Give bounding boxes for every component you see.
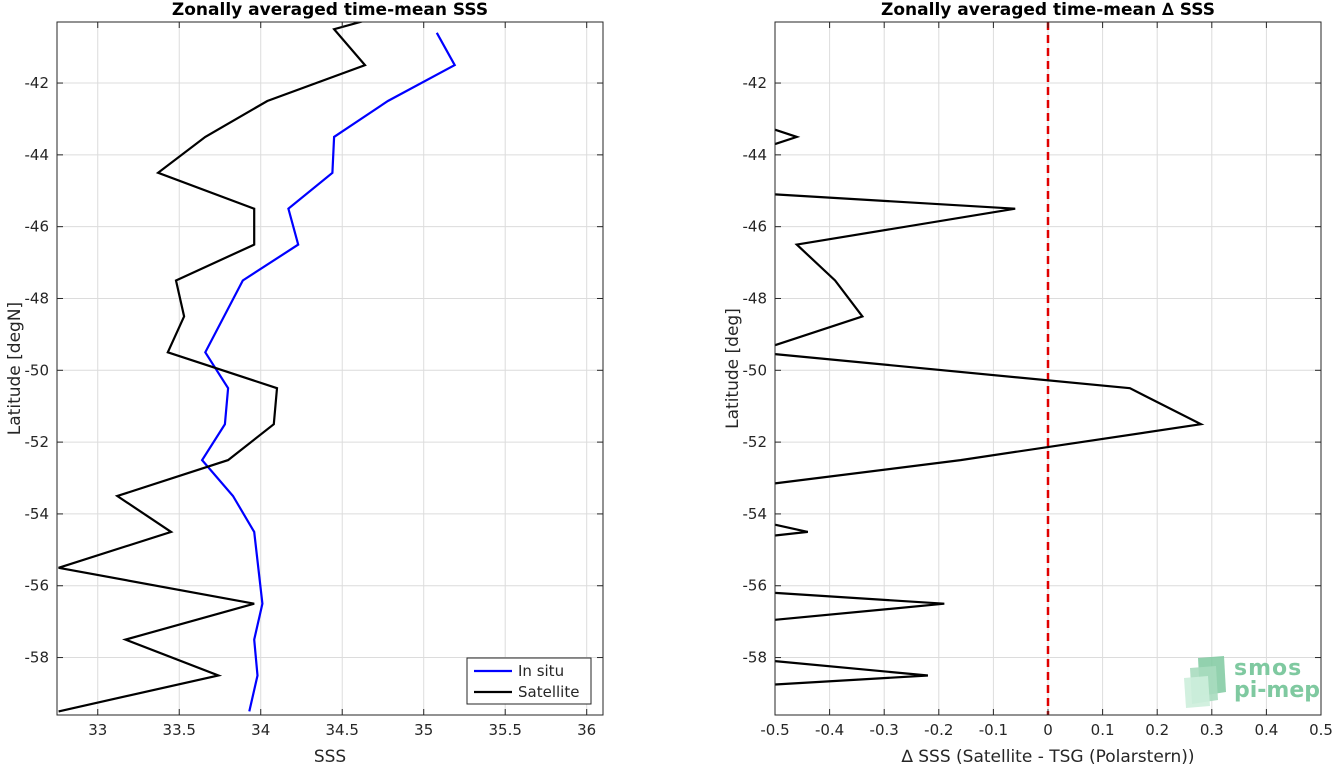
panel2-series-segment-3 bbox=[774, 353, 1205, 485]
panel2-series-segment-6 bbox=[774, 660, 929, 686]
panel2-series-segment-1 bbox=[774, 128, 801, 146]
panel2-series-segment-4 bbox=[774, 523, 809, 537]
panel2-ytick-label: -56 bbox=[743, 577, 768, 595]
panel1-xtick-label: 33.5 bbox=[163, 721, 196, 739]
panel2-ytick-label: -46 bbox=[743, 218, 768, 236]
panel1-ytick-label: -42 bbox=[25, 74, 50, 92]
panel1-series-satellite bbox=[58, 10, 400, 713]
panel1-xtick-label: 36 bbox=[577, 721, 596, 739]
panel1-title: Zonally averaged time-mean SSS bbox=[172, 0, 488, 20]
panel2-series-segment-2 bbox=[774, 193, 1016, 347]
panel2-xtick-label: -0.3 bbox=[870, 721, 899, 739]
panel1-ytick-label: -58 bbox=[25, 649, 50, 667]
panel2-ytick-label: -54 bbox=[743, 505, 768, 523]
panel2-xtick-label: 0.3 bbox=[1200, 721, 1224, 739]
panel1-ytick-label: -48 bbox=[25, 289, 50, 307]
panel2-xlabel: ∆ SSS (Satellite - TSG (Polarstern)) bbox=[900, 747, 1194, 765]
panel1-series-in-situ bbox=[200, 32, 457, 712]
panel2-series-segment-5 bbox=[774, 591, 945, 621]
panel1-xtick-label: 35 bbox=[414, 721, 433, 739]
panel2-ytick-label: -58 bbox=[743, 649, 768, 667]
panel1-xtick-label: 34 bbox=[251, 721, 270, 739]
panel1-ytick-label: -46 bbox=[25, 218, 50, 236]
panel1-xlabel: SSS bbox=[314, 747, 346, 765]
panel1-top-mask bbox=[56, 0, 604, 22]
panel2-xtick-label: 0.2 bbox=[1145, 721, 1169, 739]
panel2-xtick-label: -0.4 bbox=[815, 721, 844, 739]
panel1-ytick-label: -54 bbox=[25, 505, 50, 523]
panel1-ytick-label: -56 bbox=[25, 577, 50, 595]
panel2-xtick-label: -0.5 bbox=[760, 721, 789, 739]
panel2-ytick-label: -48 bbox=[743, 289, 768, 307]
panel1-xtick-label: 33 bbox=[88, 721, 107, 739]
panel1-legend-box bbox=[466, 657, 592, 705]
panel1-legend-label: In situ bbox=[518, 662, 564, 680]
panel1-ytick-label: -52 bbox=[25, 433, 50, 451]
panel2-xtick-label: -0.1 bbox=[979, 721, 1008, 739]
panel2-xtick-label: 0.1 bbox=[1091, 721, 1115, 739]
panel1-ylabel: Latitude [degN] bbox=[5, 302, 25, 435]
panel2-ytick-label: -42 bbox=[743, 74, 768, 92]
panel2-xtick-label: -0.2 bbox=[924, 721, 953, 739]
panel2-xtick-label: 0 bbox=[1043, 721, 1053, 739]
panel2-top-mask bbox=[774, 0, 1322, 22]
panel2-ytick-label: -44 bbox=[743, 146, 768, 164]
panel2-title: Zonally averaged time-mean ∆ SSS bbox=[881, 0, 1215, 20]
logo-line2: pi-mep bbox=[1234, 678, 1321, 703]
panel2-xtick-label: 0.4 bbox=[1254, 721, 1278, 739]
logo-mark-icon bbox=[1184, 656, 1226, 708]
panel1-xtick-label: 35.5 bbox=[489, 721, 522, 739]
panel1-ytick-label: -50 bbox=[25, 361, 50, 379]
panel1-legend-label: Satellite bbox=[518, 683, 579, 701]
panel2-xtick-label: 0.5 bbox=[1309, 721, 1333, 739]
logo-line1: smos bbox=[1234, 656, 1303, 681]
panel1-axes-frame bbox=[56, 21, 604, 716]
panel1-ytick-label: -44 bbox=[25, 146, 50, 164]
panel2-ylabel: Latitude [deg] bbox=[723, 308, 743, 429]
panel2-ytick-label: -52 bbox=[743, 433, 768, 451]
panel1-xtick-label: 34.5 bbox=[326, 721, 359, 739]
panel2-ytick-label: -50 bbox=[743, 361, 768, 379]
smos-pi-mep-logo: smos pi-mep bbox=[1184, 656, 1324, 708]
